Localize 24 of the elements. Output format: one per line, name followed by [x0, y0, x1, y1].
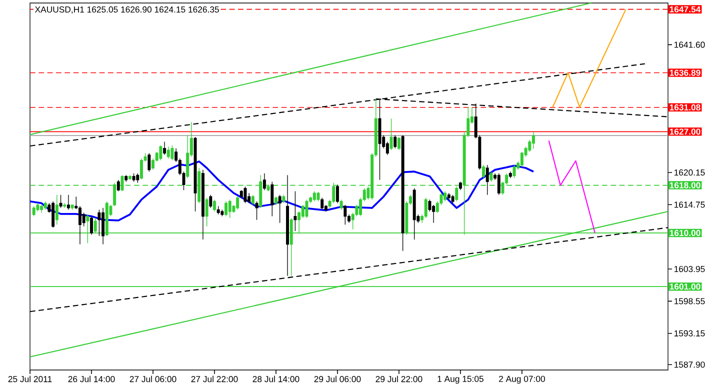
y-tick-label: 1587.90 — [674, 362, 705, 368]
x-tick-label: 25 Jul 2011 — [8, 376, 52, 382]
ref-line-label: 1610.00 — [670, 230, 700, 236]
x-tick-label: 29 Jul 06:00 — [314, 376, 361, 382]
ref-line-label: 1647.54 — [670, 6, 701, 12]
ref-line-label: 1631.08 — [670, 104, 700, 110]
ref-line-label: 1618.00 — [670, 182, 700, 188]
x-tick-label: 29 Jul 22:00 — [376, 376, 422, 382]
x-tick-label: 26 Jul 14:00 — [68, 376, 115, 382]
x-tick-label: 27 Jul 22:00 — [191, 376, 238, 382]
x-tick-label: 28 Jul 14:00 — [252, 376, 300, 382]
y-tick-label: 1614.75 — [674, 202, 705, 208]
y-tick-label: 1641.60 — [674, 42, 705, 48]
ref-line-label: 1601.00 — [670, 284, 700, 290]
x-tick-label: 27 Jul 06:00 — [130, 376, 176, 382]
x-tick-label: 1 Aug 15:05 — [438, 376, 484, 384]
y-tick-label: 1603.95 — [674, 266, 705, 272]
x-tick-label: 2 Aug 07:00 — [499, 376, 545, 384]
y-tick-label: 1620.15 — [674, 169, 705, 176]
chart-title: XAUUSD,H1 1625.05 1626.90 1624.15 1626.35 — [34, 6, 219, 14]
y-tick-label: 1598.55 — [674, 298, 705, 304]
y-tick-label: 1593.15 — [674, 330, 705, 336]
ref-line-label: 1627.00 — [670, 128, 700, 135]
ref-line-label: 1636.89 — [670, 70, 700, 76]
